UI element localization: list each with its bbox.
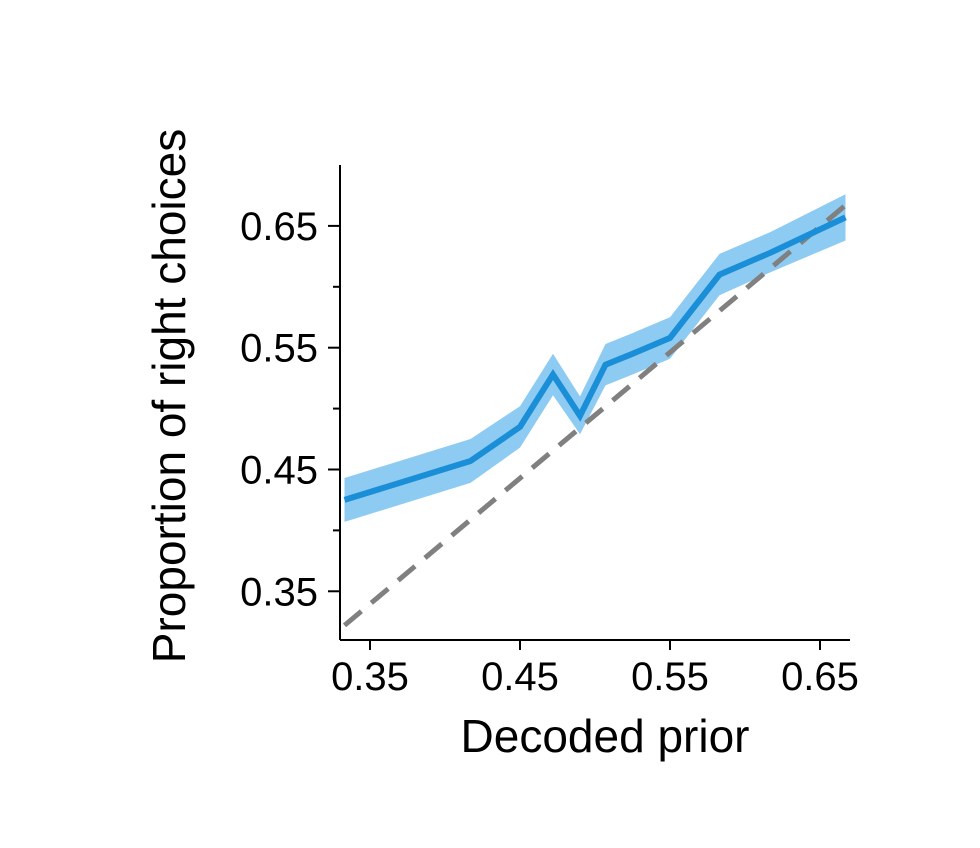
y-tick-label: 0.45 — [240, 448, 318, 492]
y-tick-label: 0.65 — [240, 205, 318, 249]
series-line — [343, 214, 847, 503]
x-axis-title: Decoded prior — [461, 710, 750, 762]
plot-area — [342, 194, 848, 628]
x-tick-label: 0.55 — [631, 655, 709, 699]
y-axis-title: Proportion of right choices — [143, 129, 195, 663]
confidence-band — [344, 194, 846, 522]
y-tick-label: 0.35 — [240, 570, 318, 614]
x-tick-label: 0.35 — [331, 655, 409, 699]
x-tick-label: 0.65 — [781, 655, 859, 699]
y-axis-ticks: 0.35 0.45 0.55 0.65 — [240, 205, 340, 614]
x-tick-label: 0.45 — [481, 655, 559, 699]
y-tick-label: 0.55 — [240, 327, 318, 371]
reference-diagonal-line — [342, 203, 848, 628]
x-axis-ticks: 0.35 0.45 0.55 0.65 — [331, 640, 859, 699]
